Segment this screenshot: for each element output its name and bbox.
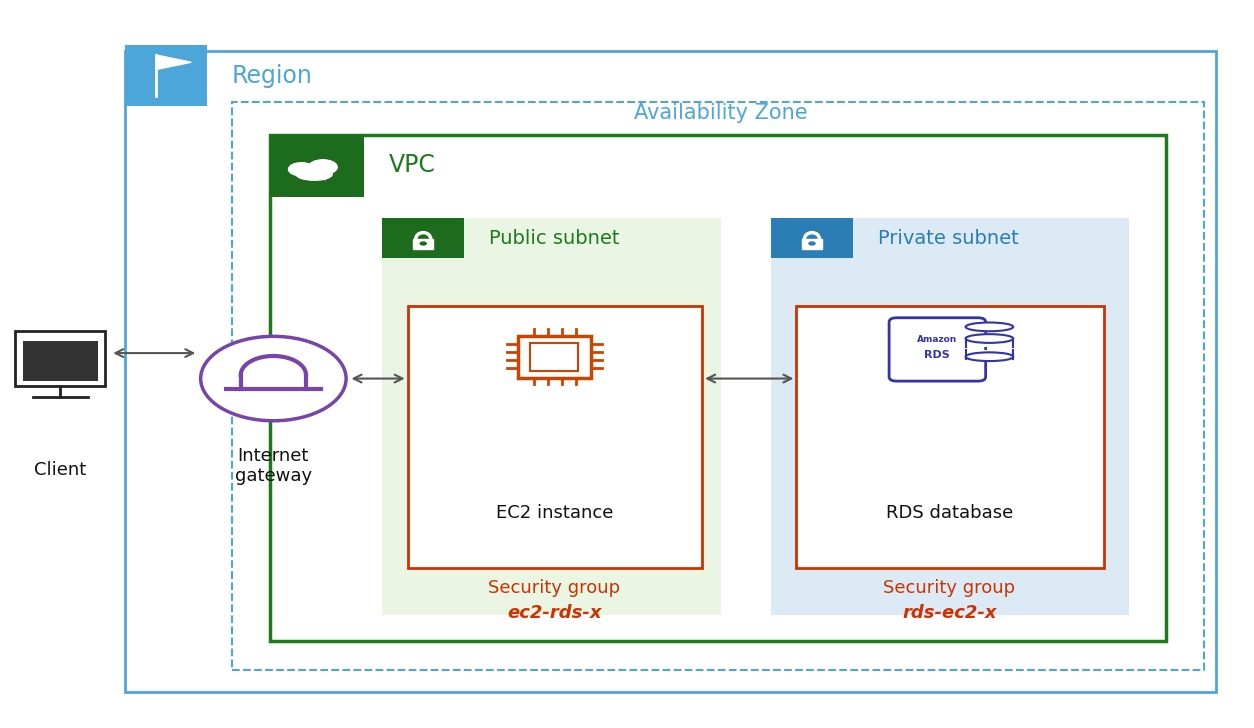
FancyBboxPatch shape (382, 218, 721, 615)
Text: Region: Region (232, 65, 312, 88)
Circle shape (808, 241, 815, 246)
Text: Amazon: Amazon (917, 335, 958, 344)
FancyBboxPatch shape (803, 239, 823, 249)
Polygon shape (155, 55, 191, 69)
Text: VPC: VPC (389, 154, 435, 177)
Ellipse shape (308, 159, 339, 175)
FancyBboxPatch shape (771, 218, 1129, 615)
FancyBboxPatch shape (382, 218, 464, 258)
Text: RDS: RDS (924, 350, 951, 360)
FancyBboxPatch shape (408, 306, 702, 568)
FancyBboxPatch shape (771, 218, 853, 258)
Text: RDS database: RDS database (885, 505, 1013, 522)
Text: ec2-rds-x: ec2-rds-x (507, 604, 602, 622)
Bar (966, 350, 1013, 359)
Text: rds-ec2-x: rds-ec2-x (902, 604, 997, 622)
Text: Private subnet: Private subnet (878, 229, 1018, 248)
Text: Security group: Security group (488, 579, 621, 597)
Ellipse shape (296, 167, 334, 181)
FancyBboxPatch shape (270, 135, 364, 197)
Text: Public subnet: Public subnet (489, 229, 619, 248)
Text: Client: Client (34, 461, 87, 478)
FancyBboxPatch shape (414, 239, 434, 249)
Text: Availability Zone: Availability Zone (635, 103, 808, 123)
Bar (530, 343, 578, 371)
Ellipse shape (288, 162, 316, 176)
Text: Internet
gateway: Internet gateway (234, 446, 312, 486)
Circle shape (419, 241, 428, 246)
FancyBboxPatch shape (23, 341, 98, 381)
FancyBboxPatch shape (796, 306, 1104, 568)
FancyBboxPatch shape (15, 331, 105, 386)
Ellipse shape (966, 352, 1013, 361)
Text: Security group: Security group (883, 579, 1016, 597)
Ellipse shape (966, 323, 1013, 331)
Circle shape (201, 336, 346, 421)
Text: EC2 instance: EC2 instance (495, 505, 613, 522)
FancyBboxPatch shape (889, 317, 986, 381)
FancyBboxPatch shape (307, 170, 326, 179)
FancyBboxPatch shape (125, 45, 207, 106)
Ellipse shape (966, 334, 1013, 343)
Bar (518, 336, 591, 378)
Bar (966, 339, 1013, 347)
